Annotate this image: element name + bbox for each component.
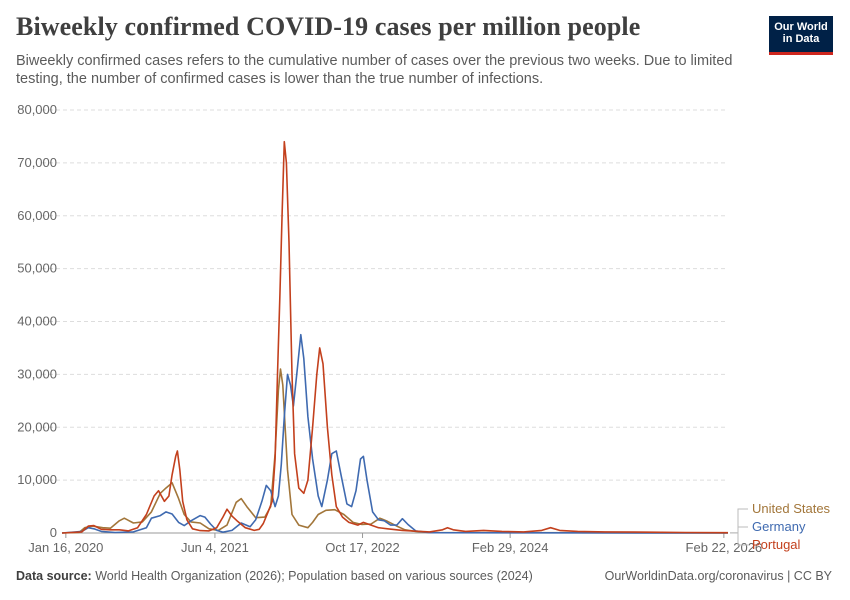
source-label: Data source: [16,569,92,583]
footer-source: Data source: World Health Organization (… [16,569,533,583]
y-tick-label: 60,000 [17,208,57,223]
x-tick-label: Feb 29, 2024 [472,540,549,555]
series-layer [61,140,729,534]
source-text: World Health Organization (2026); Popula… [95,569,533,583]
x-tick-label: Jan 16, 2020 [28,540,103,555]
chart-title: Biweekly confirmed COVID-19 cases per mi… [16,12,641,41]
series-line-united-states [61,368,729,534]
logo-line-1: Our World [774,21,828,33]
legend-connector [730,526,748,534]
series-line-germany [61,333,729,534]
y-tick-label: 10,000 [17,472,57,487]
owid-logo[interactable]: Our World in Data [769,16,833,55]
y-tick-label: 40,000 [17,314,57,329]
legend-label-united-states: United States [752,501,831,516]
y-tick-label: 20,000 [17,419,57,434]
grid-layer [42,109,728,481]
x-tick-label: Oct 17, 2022 [325,540,399,555]
y-tick-label: 30,000 [17,366,57,381]
legend-connector [730,508,748,534]
y-tick-label: 80,000 [17,102,57,117]
y-tick-label: 0 [50,525,57,540]
footer-url[interactable]: OurWorldinData.org/coronavirus | CC BY [604,569,832,583]
x-tick-label: Jun 4, 2021 [181,540,249,555]
legend-label-portugal: Portugal [752,537,801,552]
y-tick-label: 70,000 [17,155,57,170]
legend-layer: United States Germany Portugal [730,501,831,552]
x-tick-label: Feb 22, 2026 [686,540,763,555]
logo-line-2: in Data [782,33,820,45]
y-tick-label: 50,000 [17,261,57,276]
chart-subtitle: Biweekly confirmed cases refers to the c… [16,53,733,87]
axis-layer: 0 10,000 20,000 30,000 40,000 50,000 60,000 70,… [17,102,762,555]
series-line-portugal [61,140,729,534]
legend-connector [730,532,748,546]
legend-label-germany: Germany [752,519,806,534]
